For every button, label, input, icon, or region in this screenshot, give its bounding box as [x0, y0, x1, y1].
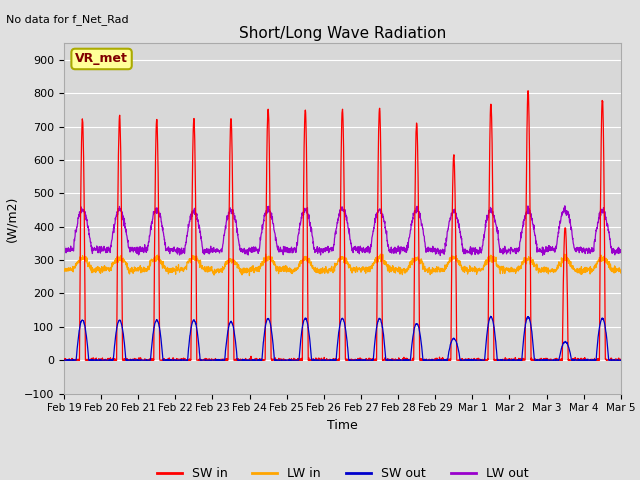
Text: VR_met: VR_met	[75, 52, 128, 65]
Text: No data for f_Net_Rad: No data for f_Net_Rad	[6, 14, 129, 25]
Title: Short/Long Wave Radiation: Short/Long Wave Radiation	[239, 25, 446, 41]
X-axis label: Time: Time	[327, 419, 358, 432]
Y-axis label: (W/m2): (W/m2)	[5, 195, 19, 241]
Legend: SW in, LW in, SW out, LW out: SW in, LW in, SW out, LW out	[152, 462, 533, 480]
